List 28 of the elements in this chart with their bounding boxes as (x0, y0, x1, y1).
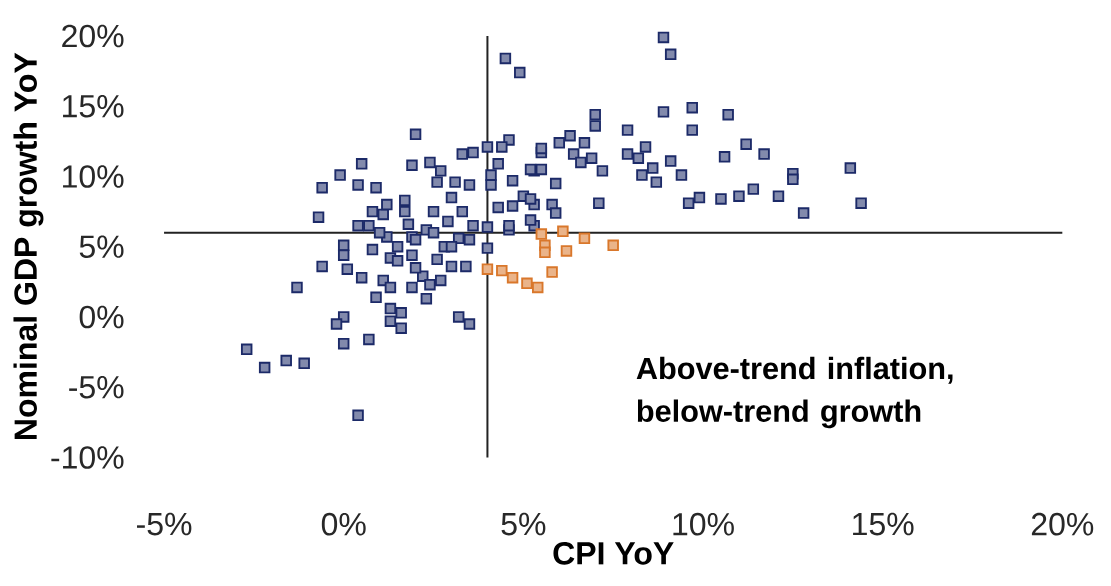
point (496, 265, 508, 277)
point (539, 246, 551, 259)
point (546, 266, 558, 279)
y-tick-label: 5% (79, 235, 124, 259)
point (506, 272, 519, 284)
y-tick-label: -5% (69, 376, 124, 399)
y-tick-label: 20% (62, 24, 124, 48)
point (607, 239, 619, 252)
y-tick-label: -10% (51, 446, 124, 470)
point (560, 245, 573, 257)
point (481, 263, 494, 276)
x-tick-label: 20% (1031, 513, 1094, 536)
y-tick-label: 0% (79, 305, 124, 329)
annotation: Above-trend inflation, below-trend growth (636, 357, 953, 429)
y-tick-label: 15% (63, 95, 124, 118)
point (521, 277, 533, 290)
point (531, 281, 544, 294)
x-tick-label: 0% (321, 513, 366, 536)
y-axis-title: Nominal GDP growth YoY (13, 53, 44, 440)
point (535, 228, 548, 241)
point (557, 225, 569, 238)
y-tick-label: 10% (63, 165, 124, 189)
x-tick-label: -5% (137, 513, 192, 536)
x-tick-label: 10% (673, 513, 734, 536)
x-tick-label: 5% (501, 513, 546, 536)
x-tick-label: 15% (853, 513, 914, 536)
point (578, 232, 591, 245)
x-axis-title: CPI YoY (553, 542, 674, 565)
